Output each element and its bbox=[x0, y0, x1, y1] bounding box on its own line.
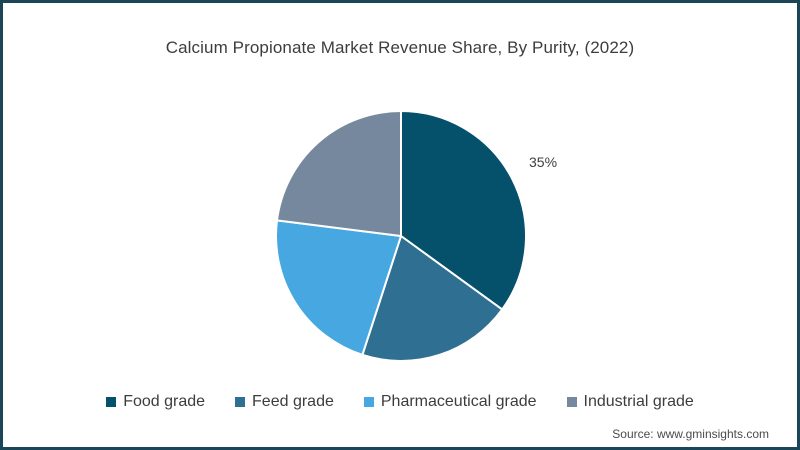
legend-label: Food grade bbox=[123, 393, 206, 410]
pie-slice-feed-grade bbox=[361, 235, 504, 362]
legend-item-food-grade: Food grade bbox=[106, 393, 205, 411]
chart-title: Calcium Propionate Market Revenue Share,… bbox=[165, 38, 635, 57]
source-attribution: Source: www.gminsights.com bbox=[612, 427, 769, 441]
legend-item-pharmaceutical-grade: Pharmaceutical grade bbox=[363, 393, 537, 411]
legend-swatch-icon bbox=[235, 397, 246, 407]
pie-chart bbox=[275, 110, 527, 362]
legend-item-feed-grade: Feed grade bbox=[235, 393, 334, 411]
pie-slice-food-grade bbox=[400, 110, 527, 311]
legend-label: Pharmaceutical grade bbox=[380, 393, 537, 410]
legend-swatch-icon bbox=[566, 397, 577, 407]
legend-label: Feed grade bbox=[252, 393, 334, 410]
pie-slice-industrial-grade bbox=[275, 110, 402, 237]
legend-swatch-icon bbox=[363, 397, 374, 407]
legend: Food grade Feed grade Pharmaceutical grade… bbox=[3, 393, 797, 411]
legend-label: Industrial grade bbox=[583, 393, 694, 410]
legend-swatch-icon bbox=[106, 397, 117, 407]
pie-slice-pharmaceutical-grade bbox=[275, 219, 402, 356]
data-label-food-grade: 35% bbox=[529, 154, 558, 170]
legend-item-industrial-grade: Industrial grade bbox=[566, 393, 694, 411]
